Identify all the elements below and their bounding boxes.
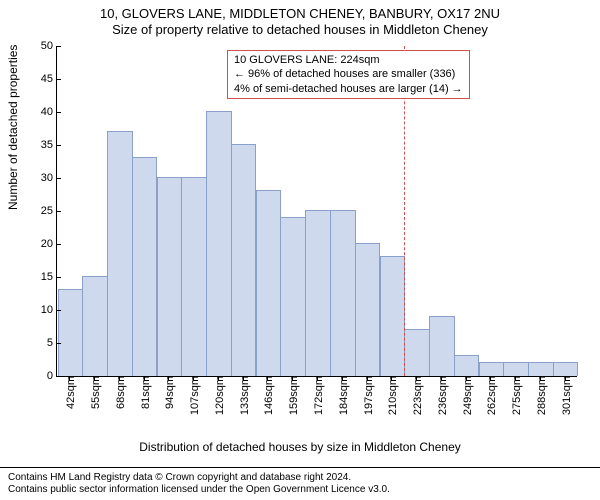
x-tick: 107sqm: [185, 376, 201, 415]
x-tick: 120sqm: [210, 376, 226, 415]
x-tick: 55sqm: [86, 376, 102, 409]
bar: [107, 131, 133, 376]
x-tick: 159sqm: [284, 376, 300, 415]
x-tick: 81sqm: [136, 376, 152, 409]
bar: [181, 177, 207, 376]
x-tick: 288sqm: [532, 376, 548, 415]
footer: Contains HM Land Registry data © Crown c…: [0, 467, 600, 500]
y-axis-label: Number of detached properties: [6, 45, 20, 210]
annotation-box: 10 GLOVERS LANE: 224sqm ← 96% of detache…: [227, 50, 470, 99]
footer-line1: Contains HM Land Registry data © Crown c…: [8, 472, 592, 484]
y-tick: 40: [23, 106, 57, 118]
bar: [280, 217, 306, 376]
y-tick: 50: [23, 40, 57, 52]
annotation-line1: 10 GLOVERS LANE: 224sqm: [234, 53, 463, 67]
y-tick: 0: [23, 370, 57, 382]
bar: [132, 157, 158, 376]
y-tick: 25: [23, 205, 57, 217]
page-title-line1: 10, GLOVERS LANE, MIDDLETON CHENEY, BANB…: [0, 0, 600, 22]
annotation-line3: 4% of semi-detached houses are larger (1…: [234, 82, 463, 96]
y-tick: 15: [23, 271, 57, 283]
x-tick: 262sqm: [482, 376, 498, 415]
bar: [231, 144, 257, 376]
x-tick: 146sqm: [259, 376, 275, 415]
bar: [206, 111, 232, 376]
y-tick: 45: [23, 73, 57, 85]
y-tick: 20: [23, 238, 57, 250]
x-tick: 249sqm: [458, 376, 474, 415]
chart-container: 10, GLOVERS LANE, MIDDLETON CHENEY, BANB…: [0, 0, 600, 500]
bar: [305, 210, 331, 376]
bar: [429, 316, 455, 376]
x-tick: 301sqm: [557, 376, 573, 415]
x-tick: 275sqm: [507, 376, 523, 415]
bar: [503, 362, 529, 376]
bar: [528, 362, 554, 376]
x-tick: 184sqm: [334, 376, 350, 415]
y-tick: 35: [23, 139, 57, 151]
bar: [157, 177, 183, 376]
x-tick: 236sqm: [433, 376, 449, 415]
x-axis-label: Distribution of detached houses by size …: [0, 440, 600, 454]
bar: [355, 243, 381, 376]
y-tick: 30: [23, 172, 57, 184]
bar: [404, 329, 430, 376]
x-tick: 210sqm: [383, 376, 399, 415]
x-tick: 223sqm: [408, 376, 424, 415]
bar: [58, 289, 84, 376]
bar: [256, 190, 282, 376]
annotation-line2: ← 96% of detached houses are smaller (33…: [234, 67, 463, 81]
bar: [330, 210, 356, 376]
bar: [479, 362, 505, 376]
y-tick: 5: [23, 337, 57, 349]
bar: [553, 362, 579, 376]
x-tick: 197sqm: [359, 376, 375, 415]
x-tick: 42sqm: [61, 376, 77, 409]
bar: [454, 355, 480, 376]
x-tick: 94sqm: [160, 376, 176, 409]
footer-line2: Contains public sector information licen…: [8, 484, 592, 496]
bar: [380, 256, 406, 376]
page-title-line2: Size of property relative to detached ho…: [0, 22, 600, 38]
y-tick: 10: [23, 304, 57, 316]
x-tick: 133sqm: [235, 376, 251, 415]
bar: [82, 276, 108, 376]
chart-area: 10 GLOVERS LANE: 224sqm ← 96% of detache…: [56, 46, 577, 377]
x-tick: 172sqm: [309, 376, 325, 415]
x-tick: 68sqm: [111, 376, 127, 409]
